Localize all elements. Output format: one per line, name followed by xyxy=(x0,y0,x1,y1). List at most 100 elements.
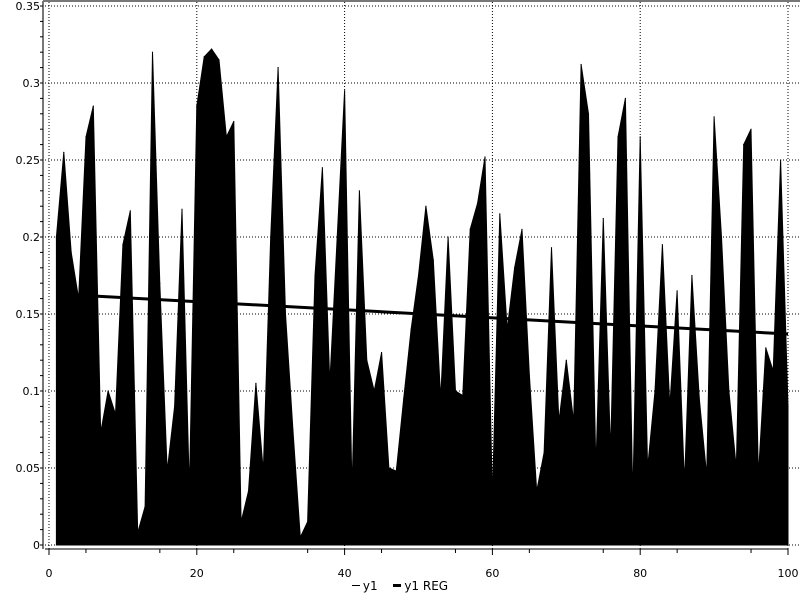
point-y1 xyxy=(85,136,87,138)
point-y1 xyxy=(506,328,508,330)
y-tick-label: 0.3 xyxy=(23,77,41,90)
point-y1 xyxy=(380,351,383,354)
point-y1 xyxy=(92,105,94,107)
point-y1 xyxy=(617,136,619,138)
point-y1 xyxy=(706,475,708,477)
point-y1 xyxy=(573,421,575,423)
point-y1 xyxy=(602,217,604,220)
point-y1 xyxy=(632,498,634,500)
point-y1 xyxy=(196,105,198,107)
point-y1 xyxy=(351,490,353,492)
x-tick-label: 20 xyxy=(190,567,204,580)
point-y1 xyxy=(698,398,700,400)
point-y1 xyxy=(491,498,493,500)
point-y1 xyxy=(166,470,168,472)
point-y1 xyxy=(499,213,501,215)
point-y1 xyxy=(624,97,627,99)
point-y1 xyxy=(610,452,612,454)
x-tick-label: 40 xyxy=(338,567,352,580)
point-y1 xyxy=(683,482,686,484)
axes: 0 0.05 0.1 0.15 0.2 0.25 0.3 0.35 0 20 40 60 80 100 xyxy=(16,0,800,580)
point-y1 xyxy=(440,398,442,400)
point-y1 xyxy=(521,228,523,230)
point-y1 xyxy=(661,244,663,246)
point-y1 xyxy=(159,282,161,284)
point-y1 xyxy=(713,116,715,118)
point-y1 xyxy=(772,370,774,372)
y-tick-label: 0.15 xyxy=(16,308,41,321)
point-y1 xyxy=(743,144,745,146)
point-y1 xyxy=(203,56,205,58)
legend-swatch-y1 xyxy=(351,585,360,586)
point-y1 xyxy=(137,532,139,534)
point-y1 xyxy=(728,390,730,392)
point-y1 xyxy=(469,228,471,230)
area-y1 xyxy=(55,48,789,546)
point-y1 xyxy=(639,136,641,138)
point-y1 xyxy=(550,247,553,249)
line-y1-reg xyxy=(56,292,789,336)
point-y1 xyxy=(595,467,597,469)
point-y1 xyxy=(750,128,752,130)
point-y1 xyxy=(462,395,464,397)
point-y1 xyxy=(107,390,109,392)
point-y1 xyxy=(233,120,235,123)
y-tick-label: 0.2 xyxy=(23,231,41,244)
point-y1 xyxy=(646,467,649,469)
point-y1 xyxy=(720,236,723,238)
point-y1 xyxy=(425,205,427,207)
point-y1 xyxy=(669,405,671,407)
point-y1 xyxy=(307,521,309,523)
point-y1 xyxy=(654,390,656,392)
point-y1 xyxy=(344,90,346,92)
point-y1 xyxy=(100,431,102,434)
point-y1 xyxy=(77,298,80,300)
point-y1 xyxy=(122,244,124,246)
point-y1 xyxy=(366,359,368,361)
point-y1 xyxy=(70,251,72,253)
point-y1 xyxy=(587,113,590,115)
series-layer xyxy=(55,48,789,546)
point-y1 xyxy=(543,452,545,454)
point-y1 xyxy=(218,59,220,61)
y-tick-label: 0.35 xyxy=(16,0,41,13)
y-tick-label: 0.25 xyxy=(16,154,41,167)
point-y1 xyxy=(395,470,397,472)
point-y1 xyxy=(151,51,154,53)
point-y1 xyxy=(299,536,301,538)
point-y1 xyxy=(565,359,567,361)
point-y1 xyxy=(284,313,287,315)
point-y1 xyxy=(484,156,486,158)
point-y1 xyxy=(270,236,272,238)
legend-label-y1-reg: y1 REG xyxy=(404,578,449,593)
point-y1 xyxy=(432,259,434,261)
point-y1 xyxy=(329,382,331,384)
legend-swatch-y1-reg xyxy=(393,584,402,587)
point-y1 xyxy=(144,505,146,508)
point-y1 xyxy=(536,490,538,492)
point-y1 xyxy=(558,421,560,423)
point-y1 xyxy=(765,347,767,349)
point-y1 xyxy=(528,375,530,377)
point-y1 xyxy=(55,236,57,238)
point-y1 xyxy=(373,390,375,392)
point-y1 xyxy=(454,390,457,392)
x-tick-label: 80 xyxy=(633,567,647,580)
point-y1 xyxy=(580,63,582,66)
point-y1 xyxy=(676,290,678,292)
point-y1 xyxy=(225,136,227,138)
point-y1 xyxy=(757,475,760,477)
x-tick-label: 60 xyxy=(485,567,499,580)
point-y1 xyxy=(780,159,782,161)
point-y1 xyxy=(417,274,420,277)
point-y1 xyxy=(174,405,176,407)
point-y1 xyxy=(262,470,264,472)
legend-label-y1: y1 xyxy=(362,578,378,593)
point-y1 xyxy=(321,167,324,169)
point-y1 xyxy=(129,210,131,212)
point-y1 xyxy=(314,274,316,277)
point-y1 xyxy=(292,428,294,431)
point-y1 xyxy=(447,236,449,238)
point-y1 xyxy=(277,67,279,69)
